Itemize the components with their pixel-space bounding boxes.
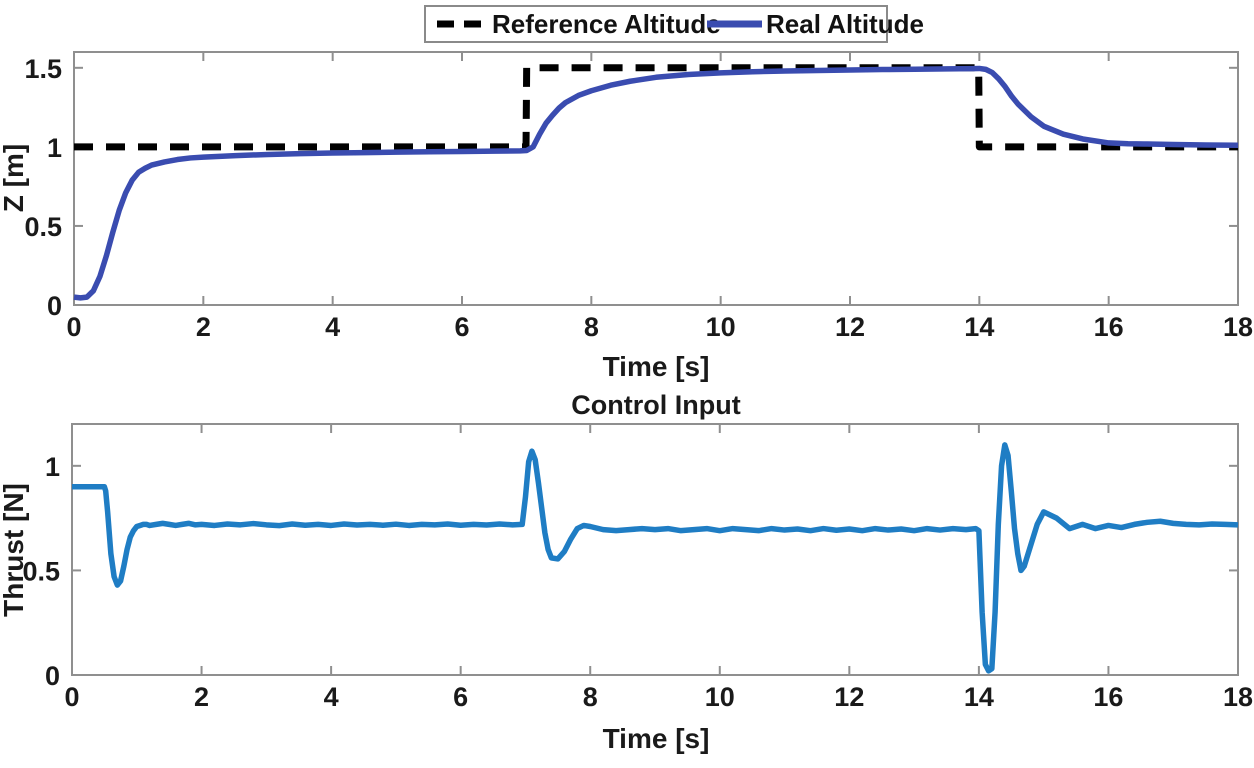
x-tick-label: 10	[705, 682, 735, 712]
x-tick-label: 12	[834, 682, 864, 712]
control-input-plot-ticks	[72, 424, 1238, 675]
x-tick-label: 0	[64, 682, 79, 712]
y-tick-label: 0	[47, 291, 62, 321]
x-tick-label: 8	[583, 682, 598, 712]
x-tick-label: 2	[194, 682, 209, 712]
control-input-plot: Control Input 0 2 4 6 8 10 12 14 16 18 00.51 Time…	[0, 390, 1253, 754]
series-line-reference-altitude	[74, 64, 1238, 151]
series-line-real-altitude	[73, 65, 1239, 301]
control-input-plot-x-axis-label: Time [s]	[603, 723, 710, 754]
x-tick-label: 18	[1223, 312, 1253, 342]
x-tick-label: 16	[1094, 312, 1124, 342]
y-tick-label: 1	[47, 133, 62, 163]
control-input-plot-x-tick-labels: 0 2 4 6 8 10 12 14 16 18	[64, 682, 1253, 712]
x-tick-label: 6	[453, 682, 468, 712]
x-tick-label: 14	[964, 312, 994, 342]
y-tick-label: 0.5	[22, 556, 60, 586]
x-tick-label: 0	[66, 312, 81, 342]
x-tick-label: 4	[325, 312, 340, 342]
legend-item-real-altitude[interactable]: Real Altitude	[707, 9, 924, 39]
altitude-plot-series	[73, 64, 1239, 301]
x-tick-label: 16	[1093, 682, 1123, 712]
legend-label-reference-altitude: Reference Altitude	[492, 9, 721, 39]
altitude-plot: 0 2 4 6 8 10 12 14 16 18 0 0.5 1 1.5 Time [s] Z [m]	[0, 51, 1253, 382]
control-input-plot-y-tick-labels: 00.51	[22, 452, 60, 691]
series-line-thrust	[72, 442, 1239, 674]
legend-item-reference-altitude[interactable]: Reference Altitude	[437, 9, 721, 39]
x-tick-label: 8	[584, 312, 599, 342]
legend-box	[424, 5, 888, 43]
x-tick-label: 12	[835, 312, 865, 342]
y-tick-label: 1	[45, 452, 60, 482]
x-tick-label: 10	[706, 312, 736, 342]
control-input-plot-y-axis-label: Thrust [N]	[0, 483, 29, 617]
y-tick-label: 0.5	[24, 212, 62, 242]
control-input-plot-title: Control Input	[571, 390, 740, 420]
altitude-plot-ticks	[74, 52, 1238, 305]
x-tick-label: 14	[964, 682, 994, 712]
altitude-plot-y-axis-label: Z [m]	[0, 144, 29, 212]
y-tick-label: 1.5	[24, 54, 62, 84]
legend-label-real-altitude: Real Altitude	[766, 9, 924, 39]
control-input-plot-frame	[71, 423, 1239, 676]
y-tick-label: 0	[45, 661, 60, 691]
altitude-plot-frame	[73, 51, 1239, 306]
x-tick-label: 4	[324, 682, 339, 712]
control-input-plot-series	[72, 442, 1239, 674]
x-tick-label: 6	[454, 312, 469, 342]
x-tick-label: 2	[196, 312, 211, 342]
altitude-plot-x-axis-label: Time [s]	[603, 351, 710, 382]
legend: Reference Altitude Real Altitude	[424, 5, 924, 43]
x-tick-label: 18	[1223, 682, 1253, 712]
altitude-plot-y-tick-labels: 0 0.5 1 1.5	[24, 54, 62, 321]
altitude-plot-x-tick-labels: 0 2 4 6 8 10 12 14 16 18	[66, 312, 1253, 342]
